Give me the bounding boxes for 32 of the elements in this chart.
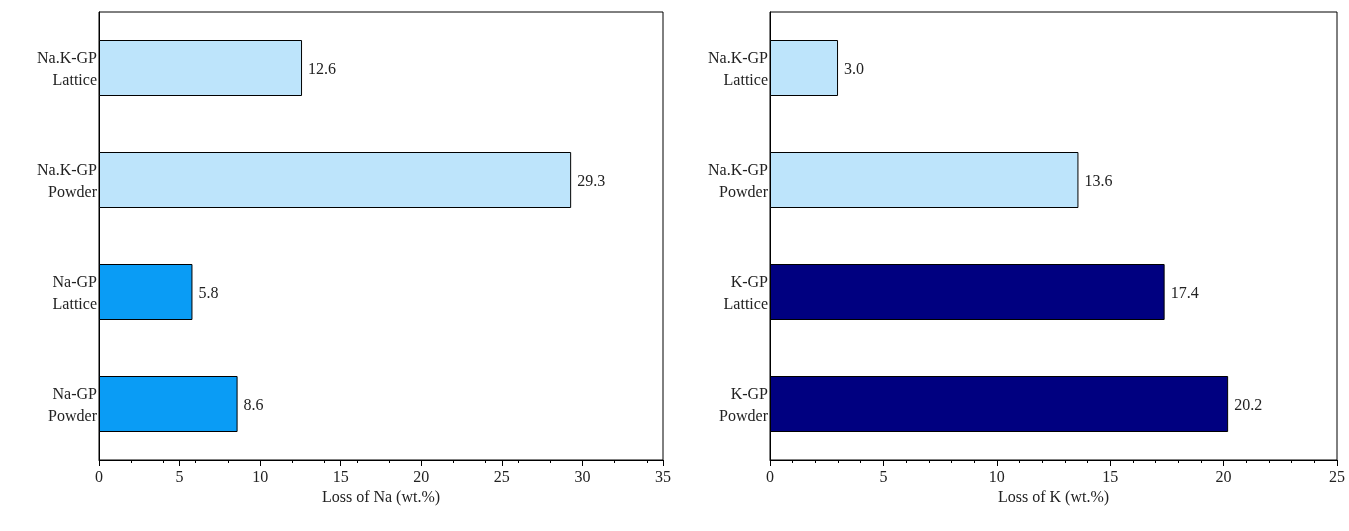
- x-tick-label: 0: [95, 467, 103, 485]
- y-tick-label: Na.K-GP Lattice: [37, 48, 98, 88]
- data-label: 5.8: [198, 283, 219, 301]
- y-tick-label: Na.K-GP Powder: [708, 160, 769, 200]
- data-label: 12.6: [308, 59, 337, 77]
- x-tick-label: 25: [493, 467, 510, 485]
- x-tick-label: 35: [655, 467, 671, 485]
- y-tick-label: Na.K-GP Powder: [37, 160, 98, 200]
- data-label: 29.3: [577, 171, 606, 189]
- x-tick-label: 25: [1329, 467, 1345, 485]
- y-tick-label: Na-GP Lattice: [52, 272, 98, 312]
- data-label: 20.2: [1234, 395, 1263, 413]
- y-tick-label: K-GP Lattice: [723, 272, 769, 312]
- data-label: 3.0: [844, 59, 865, 77]
- y-tick-label: K-GP Powder: [719, 384, 769, 424]
- y-tick-label: Na-GP Powder: [48, 384, 98, 424]
- x-tick-label: 10: [988, 467, 1005, 485]
- x-tick-label: 20: [1215, 467, 1232, 485]
- data-label: 8.6: [243, 395, 264, 413]
- x-tick-label: 5: [879, 467, 888, 485]
- y-tick-label: Na.K-GP Lattice: [708, 48, 769, 88]
- x-tick-label: 20: [413, 467, 430, 485]
- x-axis-title: Loss of K (wt.%): [997, 488, 1110, 507]
- x-axis-title: Loss of Na (wt.%): [321, 488, 441, 507]
- x-tick-label: 5: [175, 467, 184, 485]
- x-tick-label: 30: [574, 467, 591, 485]
- x-tick-label: 15: [332, 467, 349, 485]
- x-tick-label: 10: [252, 467, 269, 485]
- data-label: 17.4: [1170, 283, 1199, 301]
- data-label: 13.6: [1084, 171, 1113, 189]
- x-tick-label: 0: [766, 467, 774, 485]
- x-tick-label: 15: [1102, 467, 1119, 485]
